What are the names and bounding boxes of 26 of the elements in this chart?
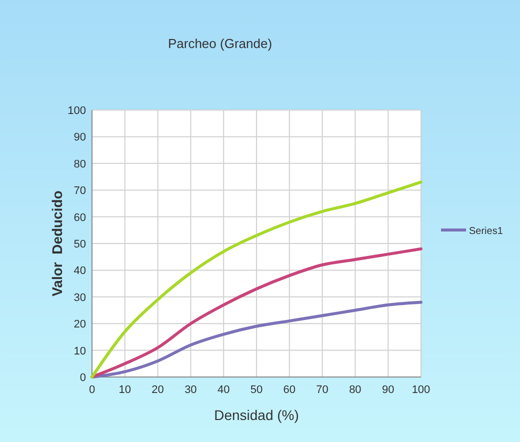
x-tick-label: 80 [349,384,362,396]
y-tick-label: 0 [80,372,86,384]
x-tick-label: 60 [283,384,296,396]
x-tick-label: 40 [217,384,230,396]
x-tick-label: 20 [152,384,164,396]
y-tick-label: 60 [74,212,86,224]
y-tick-label: 20 [74,318,86,331]
y-tick-label: 80 [74,158,86,170]
y-tick-label: 90 [74,132,86,144]
x-tick-label: 10 [118,384,132,396]
y-tick-label: 10 [74,345,86,358]
y-tick-label: 40 [74,265,86,278]
y-tick-label: 50 [74,238,86,250]
x-tick-label: 90 [382,384,394,396]
legend-label: Series1 [469,226,504,237]
x-tick-label: 100 [412,384,430,396]
x-tick-label: 30 [184,384,197,396]
x-tick-label: 50 [250,384,263,396]
y-tick-label: 70 [74,185,86,198]
y-tick-label: 100 [68,105,86,117]
y-tick-label: 30 [74,292,86,304]
y-axis-title: Valor Deducido [49,190,65,296]
x-tick-label: 0 [88,384,96,396]
chart-title: Parcheo (Grande) [168,36,272,51]
x-axis-title: Densidad (%) [214,407,299,423]
x-tick-label: 70 [316,384,328,396]
